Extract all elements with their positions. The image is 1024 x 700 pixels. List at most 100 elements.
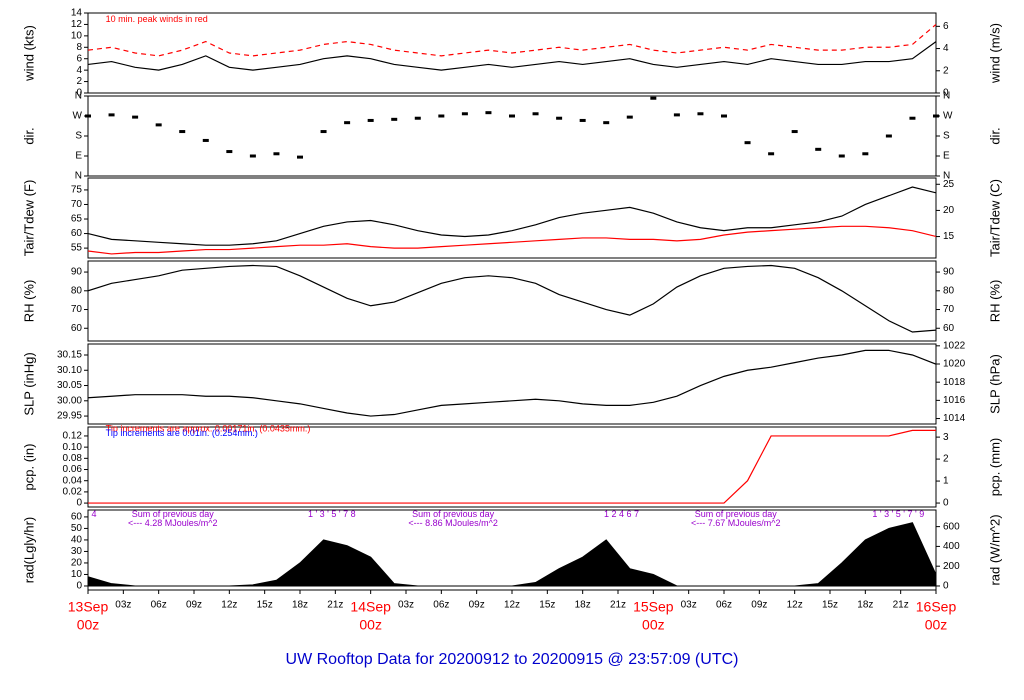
line [88, 264, 936, 333]
y-axis-label: dir. [21, 127, 36, 144]
x-day-label: 15Sep [633, 599, 674, 615]
y-tick-label: 20 [71, 558, 83, 569]
dir-point [297, 155, 303, 159]
y2-tick-label: E [943, 151, 950, 162]
x-tick-label: 12z [504, 600, 520, 611]
annotation: Sum of previous day [132, 509, 215, 519]
y-tick-label: S [75, 131, 82, 142]
annotation: <--- 4.28 MJoules/m^2 [128, 518, 218, 528]
dir-point [132, 115, 139, 119]
x-day-label: 16Sep [916, 599, 957, 615]
panel-frame [87, 12, 937, 94]
y-tick-label: 0.04 [63, 475, 83, 486]
y-tick-label: 2 [76, 76, 82, 87]
area [88, 522, 936, 587]
annotation: Tip increments are 0.01in. (0.254mm.) [106, 428, 258, 438]
y-tick-label: 60 [71, 228, 83, 239]
y2-tick-label: 4 [943, 43, 949, 54]
y2-tick-label: S [943, 131, 950, 142]
annotation: 1 ' 3 ' 5 ' 7 8 [308, 509, 356, 519]
x-tick-label: 03z [398, 600, 414, 611]
dir-point [650, 96, 657, 100]
panel-frame [87, 95, 937, 177]
y-tick-label: 0 [76, 581, 82, 592]
x-tick-label: 09z [751, 600, 767, 611]
dir-point [768, 152, 775, 156]
x-tick-label: 15z [539, 600, 555, 611]
y2-tick-label: 2 [943, 65, 949, 76]
y-axis-label: RH (%) [21, 280, 36, 323]
y-tick-label: 60 [71, 323, 83, 334]
x-tick-label: 15z [822, 600, 838, 611]
y2-tick-label: 1022 [943, 340, 966, 351]
y-tick-label: W [73, 111, 83, 122]
annotation: 10 min. peak winds in red [106, 14, 208, 24]
dir-point [108, 113, 115, 117]
dir-point [744, 141, 751, 145]
y2-tick-label: 80 [943, 285, 955, 296]
x-tick-label: 18z [857, 600, 873, 611]
y2-tick-label: 0 [943, 498, 949, 509]
y-tick-label: 0 [76, 498, 82, 509]
line [88, 349, 936, 417]
y-tick-label: N [75, 91, 82, 102]
annotation: Tip increments are approx. 0.00171in. (0… [106, 424, 311, 434]
y2-tick-label: W [943, 111, 953, 122]
y-tick-label: 14 [71, 8, 83, 19]
x-tick-label: 12z [787, 600, 803, 611]
y-tick-label: 29.95 [57, 411, 82, 422]
y-tick-label: 0.08 [63, 453, 83, 464]
x-tick-label: 03z [115, 600, 131, 611]
y2-tick-label: 1014 [943, 413, 966, 424]
line [88, 41, 936, 71]
dir-point [815, 147, 822, 151]
y2-tick-label: 3 [943, 432, 949, 443]
x-tick-label: 06z [151, 600, 167, 611]
y-tick-label: N [75, 171, 82, 182]
dir-point [391, 117, 398, 121]
dir-point [838, 154, 845, 158]
dir-point [532, 112, 539, 116]
x-tick-label: 03z [681, 600, 697, 611]
y-tick-label: 0.10 [63, 442, 83, 453]
x-tick-label: 09z [469, 600, 485, 611]
chart-title: UW Rooftop Data for 20200912 to 20200915… [286, 651, 739, 668]
dir-point [249, 154, 256, 158]
y2-axis-label: RH (%) [987, 280, 1002, 323]
annotation: 1 2 4 6 7 [604, 509, 639, 519]
y2-tick-label: 20 [943, 205, 955, 216]
y-axis-label: SLP (inHg) [21, 352, 36, 415]
y2-tick-label: 6 [943, 21, 949, 32]
y2-tick-label: 400 [943, 541, 960, 552]
y-tick-label: E [75, 151, 82, 162]
y2-axis-label: SLP (hPa) [987, 354, 1002, 414]
y2-tick-label: 1 [943, 476, 949, 487]
annotation: <--- 8.86 MJoules/m^2 [408, 518, 498, 528]
y2-tick-label: 600 [943, 521, 960, 532]
dir-point [933, 114, 939, 118]
panel-frame [87, 426, 937, 508]
y-tick-label: 70 [71, 199, 83, 210]
dir-point [673, 113, 680, 117]
dir-point [367, 118, 374, 122]
y-tick-label: 60 [71, 512, 83, 523]
x-tick-label: 21z [327, 600, 343, 611]
y2-tick-label: 200 [943, 561, 960, 572]
x-tick-label: 06z [433, 600, 449, 611]
x-tick-label: 00z [77, 617, 100, 633]
dir-point [862, 152, 869, 156]
y-axis-label: wind (kts) [21, 25, 36, 82]
dir-point [721, 114, 727, 118]
y2-tick-label: 1016 [943, 395, 966, 406]
x-tick-label: 09z [186, 600, 202, 611]
dir-point [273, 152, 280, 156]
y-tick-label: 75 [71, 185, 83, 196]
y-tick-label: 10 [71, 30, 83, 41]
dir-point [226, 150, 233, 154]
y-tick-label: 30.10 [57, 365, 82, 376]
x-day-label: 13Sep [68, 599, 109, 615]
y-axis-label: rad(Lgly/hr) [21, 517, 36, 583]
y2-axis-label: Tair/Tdew (C) [987, 179, 1002, 257]
y2-tick-label: 0 [943, 581, 949, 592]
